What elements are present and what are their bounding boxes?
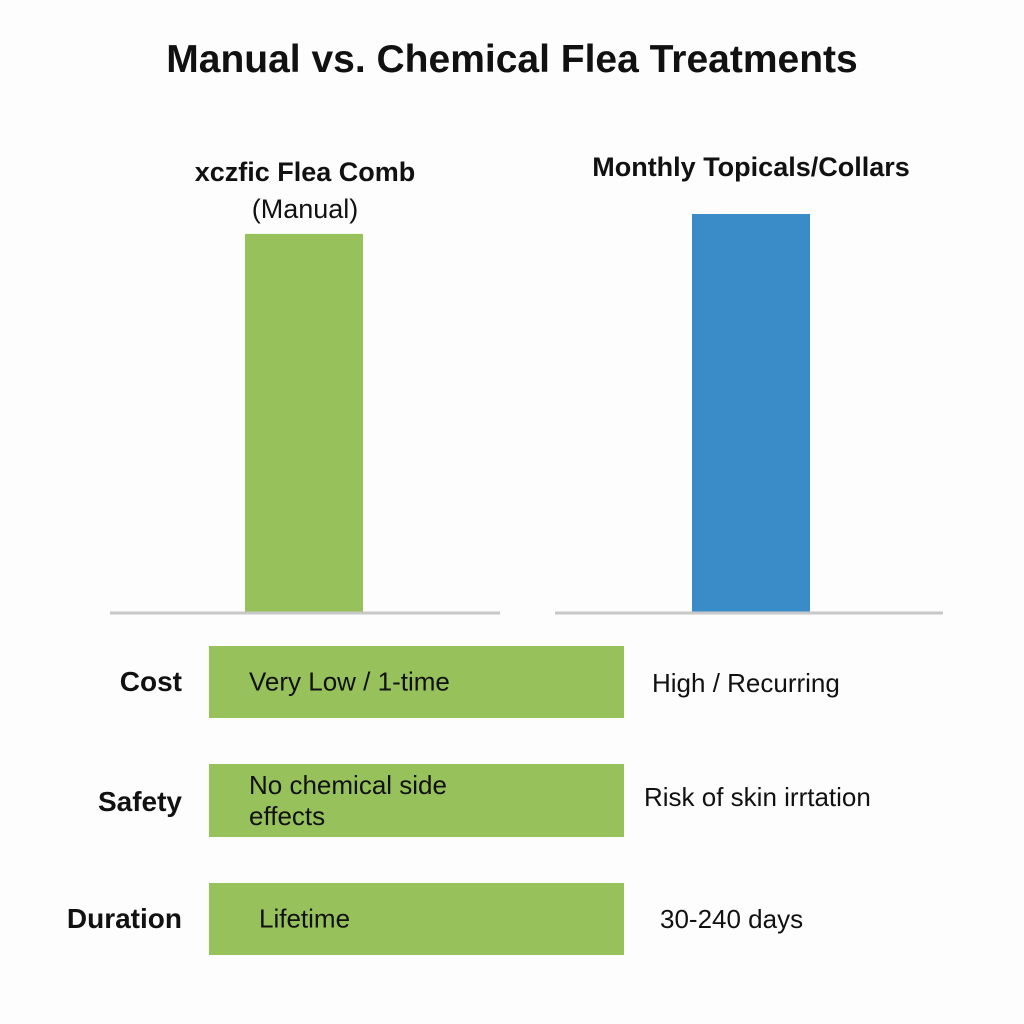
chemical-cost-text: High / Recurring xyxy=(652,668,840,698)
chemical-safety-text: Risk of skin irrtation xyxy=(644,782,871,812)
manual-cost-text: Very Low / 1-time xyxy=(249,666,450,697)
category-label-chemical: Monthly Topicals/Collars xyxy=(592,152,910,182)
manual-duration-cell: Lifetime xyxy=(209,883,624,955)
manual-safety-cell: No chemical side effects xyxy=(209,764,624,837)
bar-chemical xyxy=(692,214,810,612)
bar-manual xyxy=(245,233,363,612)
row-label-safety: Safety xyxy=(97,786,182,817)
category-subtitle-manual: (Manual) xyxy=(251,194,359,224)
chemical-duration-text: 30-240 days xyxy=(660,904,804,934)
manual-safety-text: No chemical side effects xyxy=(249,769,447,831)
row-label-cost: Cost xyxy=(119,666,182,697)
chart-title: Manual vs. Chemical Flea Treatments xyxy=(166,38,858,81)
category-label-manual: xczfic Flea Comb xyxy=(194,157,416,187)
row-label-duration: Duration xyxy=(66,903,182,934)
manual-cost-cell: Very Low / 1-time xyxy=(209,646,624,718)
manual-duration-text: Lifetime xyxy=(259,903,351,934)
